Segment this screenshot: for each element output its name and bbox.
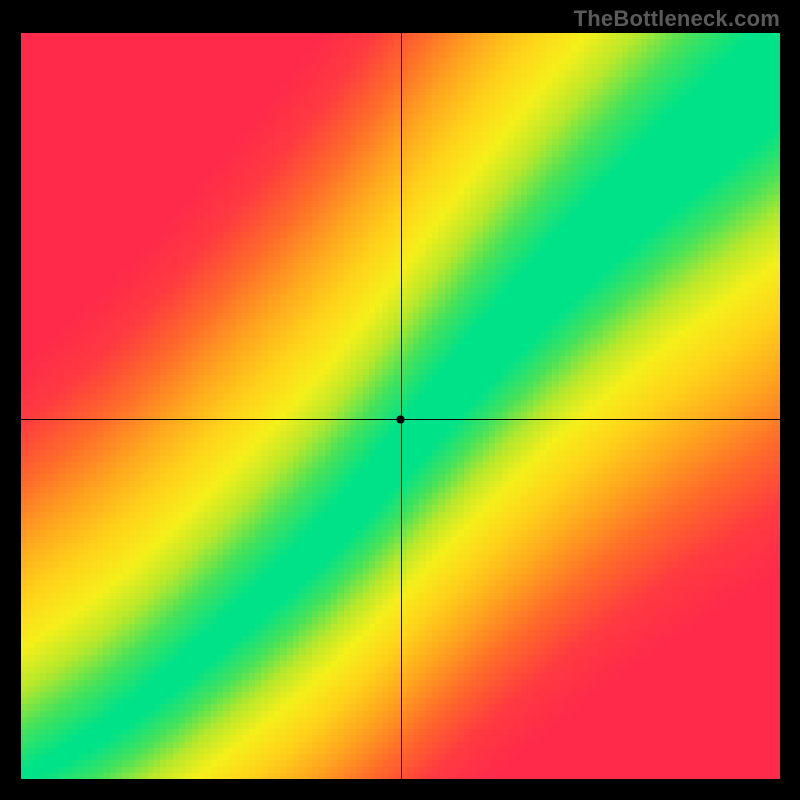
- heatmap-canvas: [21, 33, 780, 779]
- plot-area: [21, 33, 780, 779]
- chart-frame: TheBottleneck.com: [0, 0, 800, 800]
- watermark-text: TheBottleneck.com: [574, 6, 780, 32]
